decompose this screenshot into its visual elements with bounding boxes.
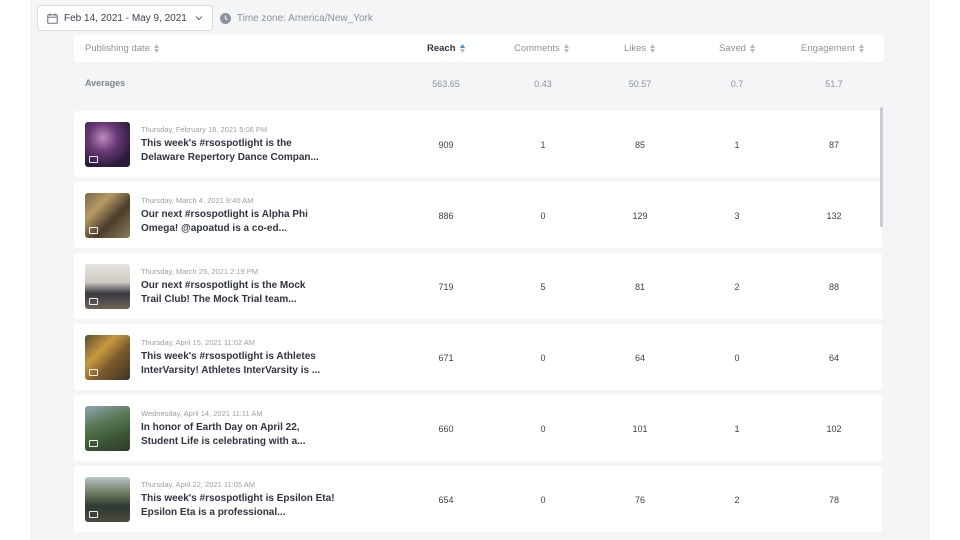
post-engagement: 102 <box>826 424 842 434</box>
post-likes: 81 <box>634 282 646 292</box>
post-date: Thursday, March 25, 2021 2:19 PM <box>141 267 259 276</box>
camera-icon <box>89 156 98 163</box>
timezone-label: Time zone: America/New_York <box>236 12 373 24</box>
post-date: Thursday, April 22, 2021 11:05 AM <box>141 480 255 489</box>
camera-icon <box>89 298 98 305</box>
post-reach: 654 <box>438 495 454 505</box>
sort-icon <box>153 44 159 53</box>
column-publishing-date[interactable]: Publishing date <box>85 35 159 62</box>
post-comments: 0 <box>540 211 546 221</box>
post-thumbnail <box>85 193 130 238</box>
post-thumbnail <box>85 335 130 380</box>
clock-icon <box>219 12 231 24</box>
post-engagement: 87 <box>828 140 840 150</box>
post-likes: 101 <box>632 424 648 434</box>
date-range-picker[interactable]: Feb 14, 2021 - May 9, 2021 <box>37 5 213 31</box>
post-comments: 0 <box>540 424 546 434</box>
date-range-label: Feb 14, 2021 - May 9, 2021 <box>64 12 187 24</box>
toolbar: Feb 14, 2021 - May 9, 2021 Time zone: Am… <box>37 5 373 31</box>
sort-icon <box>459 44 465 53</box>
column-engagement[interactable]: Engagement <box>801 35 864 62</box>
table-header: Publishing date Reach Comments Likes Sav… <box>74 35 884 62</box>
timezone-indicator: Time zone: America/New_York <box>219 12 373 24</box>
post-reach: 909 <box>438 140 454 150</box>
post-saved: 3 <box>734 211 740 221</box>
post-saved: 1 <box>734 424 740 434</box>
average-comments: 0.43 <box>534 79 552 89</box>
vertical-scrollbar[interactable] <box>880 107 883 227</box>
post-thumbnail <box>85 122 130 167</box>
post-likes: 129 <box>632 211 648 221</box>
post-date: Thursday, February 18, 2021 5:06 PM <box>141 125 268 134</box>
post-engagement: 64 <box>828 353 840 363</box>
post-engagement: 88 <box>828 282 840 292</box>
camera-icon <box>89 440 98 447</box>
table-row[interactable]: Thursday, April 22, 2021 11:05 AM This w… <box>74 466 882 532</box>
post-comments: 1 <box>540 140 546 150</box>
table-row[interactable]: Thursday, April 15, 2021 11:02 AM This w… <box>74 324 882 390</box>
sort-icon <box>858 44 864 53</box>
post-caption: Our next #rsospotlight is Alpha Phi Omeg… <box>141 209 308 234</box>
post-reach: 671 <box>438 353 454 363</box>
camera-icon <box>89 227 98 234</box>
table-row[interactable]: Thursday, February 18, 2021 5:06 PM This… <box>74 111 882 177</box>
averages-label: Averages <box>85 78 126 88</box>
post-likes: 64 <box>634 353 646 363</box>
table-row[interactable]: Thursday, March 25, 2021 2:19 PM Our nex… <box>74 253 882 319</box>
column-comments[interactable]: Comments <box>514 35 569 62</box>
post-saved: 1 <box>734 140 740 150</box>
post-caption: This week's #rsospotlight is Epsilon Eta… <box>141 493 335 518</box>
post-saved: 2 <box>734 495 740 505</box>
average-engagement: 51.7 <box>825 79 843 89</box>
post-likes: 85 <box>634 140 646 150</box>
average-reach: 563.65 <box>432 79 460 89</box>
camera-icon <box>89 511 98 518</box>
post-caption: Our next #rsospotlight is the Mock Trail… <box>141 280 306 305</box>
post-engagement: 78 <box>828 495 840 505</box>
post-comments: 0 <box>540 495 546 505</box>
camera-icon <box>89 369 98 376</box>
post-thumbnail <box>85 477 130 522</box>
post-caption: In honor of Earth Day on April 22, Stude… <box>141 422 306 447</box>
average-saved: 0.7 <box>730 79 744 89</box>
post-reach: 660 <box>438 424 454 434</box>
post-saved: 0 <box>734 353 740 363</box>
post-likes: 76 <box>634 495 646 505</box>
post-caption: This week's #rsospotlight is the Delawar… <box>141 138 319 163</box>
calendar-icon <box>47 13 58 24</box>
post-thumbnail <box>85 264 130 309</box>
chevron-down-icon <box>195 16 203 21</box>
post-comments: 0 <box>540 353 546 363</box>
column-likes[interactable]: Likes <box>624 35 656 62</box>
post-thumbnail <box>85 406 130 451</box>
sort-icon <box>563 44 569 53</box>
post-saved: 2 <box>734 282 740 292</box>
column-reach[interactable]: Reach <box>427 35 465 62</box>
post-date: Thursday, March 4, 2021 9:40 AM <box>141 196 254 205</box>
table-row[interactable]: Wednesday, April 14, 2021 11:11 AM In ho… <box>74 395 882 461</box>
post-date: Wednesday, April 14, 2021 11:11 AM <box>141 409 263 418</box>
table-row[interactable]: Thursday, March 4, 2021 9:40 AM Our next… <box>74 182 882 248</box>
post-caption: This week's #rsospotlight is Athletes In… <box>141 351 321 376</box>
sort-icon <box>650 44 656 53</box>
averages-row: Averages 563.65 0.43 50.57 0.7 51.7 <box>74 73 884 95</box>
average-likes: 50.57 <box>628 79 652 89</box>
post-comments: 5 <box>540 282 546 292</box>
sort-icon <box>749 44 755 53</box>
post-engagement: 132 <box>826 211 842 221</box>
post-date: Thursday, April 15, 2021 11:02 AM <box>141 338 255 347</box>
post-reach: 719 <box>438 282 454 292</box>
column-saved[interactable]: Saved <box>719 35 755 62</box>
post-reach: 886 <box>438 211 454 221</box>
